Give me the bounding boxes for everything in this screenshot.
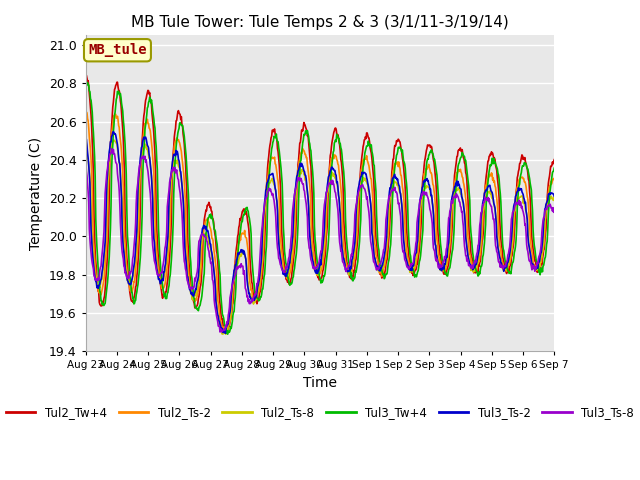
X-axis label: Time: Time: [303, 376, 337, 390]
Tul3_Ts-2: [111, 131, 119, 137]
Tul3_Tw+4: [82, 84, 90, 90]
Tul2_Ts-8: [367, 206, 375, 212]
Tul2_Ts-8: [550, 197, 558, 203]
Tul2_Tw+4: [367, 150, 375, 156]
Tul2_Ts-2: [381, 263, 388, 268]
Tul2_Ts-8: [109, 137, 117, 143]
Tul2_Ts-8: [111, 139, 119, 144]
Tul2_Ts-2: [550, 176, 558, 181]
Tul2_Tw+4: [550, 157, 558, 163]
Tul2_Ts-8: [381, 251, 389, 257]
Tul3_Tw+4: [438, 257, 446, 263]
Tul2_Tw+4: [83, 72, 90, 78]
Tul2_Tw+4: [223, 329, 230, 335]
Tul3_Ts-2: [221, 331, 229, 336]
Tul3_Ts-2: [381, 246, 389, 252]
Tul3_Ts-2: [109, 129, 117, 134]
Line: Tul3_Ts-2: Tul3_Ts-2: [86, 132, 554, 334]
Tul3_Tw+4: [486, 162, 494, 168]
Title: MB Tule Tower: Tule Temps 2 & 3 (3/1/11-3/19/14): MB Tule Tower: Tule Temps 2 & 3 (3/1/11-…: [131, 15, 509, 30]
Line: Tul3_Ts-8: Tul3_Ts-8: [86, 149, 554, 332]
Tul3_Ts-2: [355, 182, 363, 188]
Tul2_Ts-2: [82, 108, 90, 114]
Tul2_Ts-2: [221, 330, 229, 336]
Tul2_Tw+4: [355, 208, 363, 214]
Tul2_Ts-8: [438, 266, 446, 272]
Tul2_Ts-8: [82, 138, 90, 144]
Tul3_Tw+4: [355, 245, 363, 251]
Tul3_Ts-8: [216, 329, 224, 335]
Tul3_Ts-2: [438, 263, 446, 269]
Tul3_Ts-2: [486, 185, 494, 191]
Tul2_Tw+4: [486, 151, 494, 157]
Tul2_Tw+4: [438, 268, 446, 274]
Tul3_Ts-8: [108, 146, 115, 152]
Line: Tul2_Ts-2: Tul2_Ts-2: [86, 111, 554, 333]
Tul2_Ts-2: [355, 197, 362, 203]
Tul2_Ts-8: [486, 191, 494, 196]
Tul3_Ts-8: [82, 160, 90, 166]
Tul3_Ts-8: [111, 155, 119, 161]
Tul2_Tw+4: [381, 267, 389, 273]
Tul3_Ts-2: [550, 193, 558, 199]
Tul3_Ts-2: [82, 136, 90, 142]
Line: Tul2_Ts-8: Tul2_Ts-8: [86, 140, 554, 334]
Tul2_Tw+4: [82, 73, 90, 79]
Line: Tul2_Tw+4: Tul2_Tw+4: [86, 75, 554, 332]
Tul3_Ts-8: [355, 188, 363, 193]
Tul2_Ts-2: [486, 171, 493, 177]
Tul3_Tw+4: [381, 273, 389, 278]
Tul3_Ts-8: [550, 208, 558, 214]
Line: Tul3_Tw+4: Tul3_Tw+4: [86, 83, 554, 334]
Tul2_Ts-2: [111, 113, 118, 119]
Tul3_Tw+4: [224, 331, 232, 337]
Tul3_Tw+4: [84, 80, 92, 85]
Tul2_Ts-8: [355, 191, 363, 196]
Tul3_Tw+4: [550, 165, 558, 171]
Y-axis label: Temperature (C): Temperature (C): [29, 137, 44, 250]
Legend: Tul2_Tw+4, Tul2_Ts-2, Tul2_Ts-8, Tul3_Tw+4, Tul3_Ts-2, Tul3_Ts-8: Tul2_Tw+4, Tul2_Ts-2, Tul2_Ts-8, Tul3_Tw…: [1, 401, 639, 424]
Tul3_Ts-8: [486, 202, 494, 207]
Tul2_Ts-8: [222, 331, 230, 337]
Tul3_Ts-8: [438, 264, 446, 269]
Tul3_Tw+4: [111, 109, 119, 115]
Tul2_Ts-2: [367, 176, 374, 181]
Tul2_Tw+4: [111, 85, 119, 91]
Text: MB_tule: MB_tule: [88, 43, 147, 57]
Tul3_Ts-8: [381, 232, 389, 238]
Tul3_Ts-8: [367, 242, 375, 248]
Tul2_Ts-2: [438, 264, 445, 270]
Tul3_Ts-2: [367, 210, 375, 216]
Tul3_Tw+4: [367, 142, 375, 148]
